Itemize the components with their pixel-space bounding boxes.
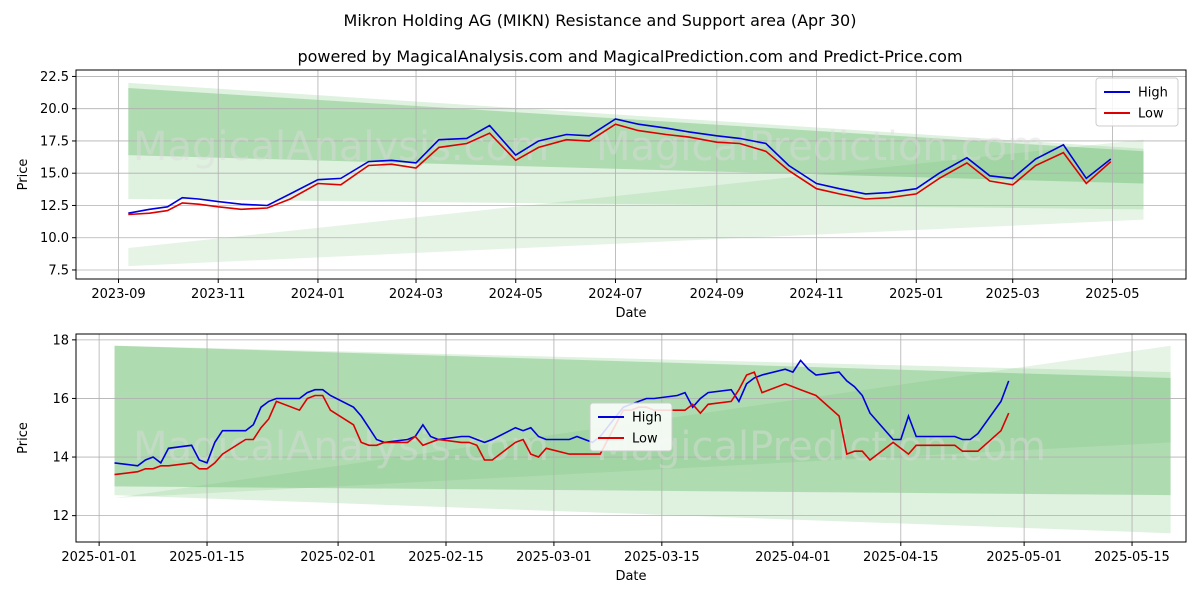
y-tick-label: 18 (52, 333, 69, 348)
band-2 (128, 139, 1144, 267)
y-tick-label: 15.0 (40, 167, 69, 182)
x-tick-label: 2024-09 (690, 287, 744, 302)
x-tick-label: 2025-01-01 (61, 550, 137, 565)
legend-label-high: High (1138, 86, 1168, 101)
series-line-high (128, 118, 1112, 214)
band-0 (128, 82, 1144, 210)
legend-label-low: Low (1138, 107, 1164, 122)
y-axis-label: Price (16, 422, 31, 454)
x-tick-label: 2025-04-15 (863, 550, 939, 565)
y-tick-label: 12 (52, 509, 69, 524)
series-line-low (128, 123, 1112, 216)
watermark-2: MagicalPrediction.com (596, 124, 1046, 170)
series-line-high (114, 359, 1010, 467)
y-tick-label: 14 (52, 451, 69, 466)
y-tick-label: 7.5 (48, 263, 69, 278)
x-tick-label: 2025-03-15 (624, 550, 700, 565)
x-tick-label: 2025-05-15 (1094, 550, 1170, 565)
x-tick-label: 2025-05 (1085, 287, 1139, 302)
top-panel: MagicalAnalysis.com MagicalPrediction.com… (16, 69, 1187, 321)
x-axis-label: Date (615, 306, 646, 321)
band-1 (128, 88, 1144, 184)
x-tick-label: 2023-09 (91, 287, 145, 302)
x-tick-label: 2024-03 (389, 287, 443, 302)
x-tick-label: 2025-04-01 (755, 550, 831, 565)
y-tick-label: 10.0 (40, 231, 69, 246)
plot-area: MagicalAnalysis.com MagicalPrediction.com (76, 70, 1186, 279)
watermark-1: MagicalAnalysis.com (133, 124, 549, 170)
x-tick-label: 2025-02-01 (300, 550, 376, 565)
y-tick-label: 12.5 (40, 199, 69, 214)
x-tick-label: 2025-01 (889, 287, 943, 302)
chart-subtitle: powered by MagicalAnalysis.com and Magic… (297, 47, 962, 66)
x-tick-label: 2024-11 (789, 287, 843, 302)
series-line-low (114, 371, 1010, 476)
legend-label-low: Low (632, 432, 658, 447)
x-axis-label: Date (615, 569, 646, 584)
plot-frame (75, 333, 1187, 543)
x-tick-label: 2025-03-01 (516, 550, 592, 565)
legend-label-high: High (632, 411, 662, 426)
x-tick-label: 2024-01 (291, 287, 345, 302)
x-tick-label: 2024-07 (588, 287, 642, 302)
legend: High Low (589, 402, 673, 452)
x-tick-label: 2024-05 (489, 287, 543, 302)
y-tick-label: 17.5 (40, 134, 69, 149)
x-tick-label: 2023-11 (191, 287, 245, 302)
y-tick-label: 16 (52, 392, 69, 407)
y-tick-label: 22.5 (40, 70, 69, 85)
legend: High Low (1095, 77, 1179, 127)
y-axis-label: Price (16, 159, 31, 191)
chart-title: Mikron Holding AG (MIKN) Resistance and … (344, 11, 857, 30)
plot-frame (75, 69, 1187, 280)
x-tick-label: 2025-01-15 (169, 550, 245, 565)
x-tick-label: 2025-03 (986, 287, 1040, 302)
watermark-1: MagicalAnalysis.com (133, 424, 549, 470)
bottom-panel: MagicalAnalysis.com MagicalPrediction.com… (16, 333, 1187, 584)
x-tick-label: 2025-02-15 (408, 550, 484, 565)
y-tick-label: 20.0 (40, 102, 69, 117)
x-tick-label: 2025-05-01 (986, 550, 1062, 565)
